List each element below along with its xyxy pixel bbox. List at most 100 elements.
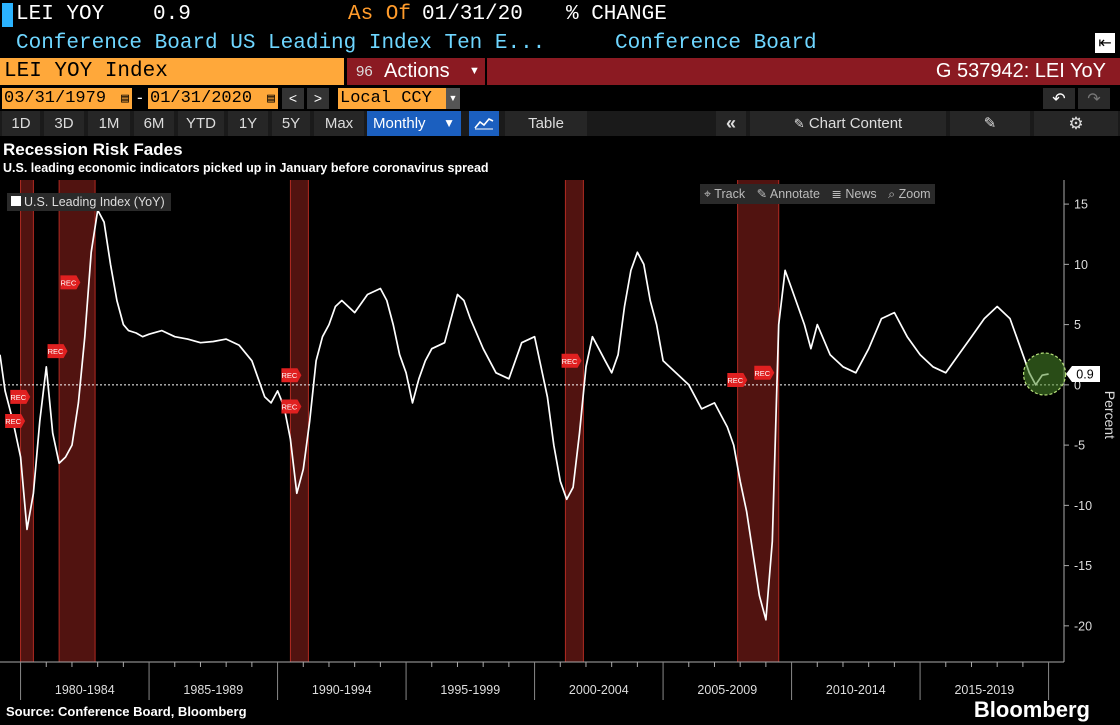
start-date-field[interactable]: 03/31/1979 ▤ <box>2 88 132 109</box>
edit-icon: ✎ <box>983 115 997 132</box>
rec-markers: REC REC REC REC REC REC REC REC REC <box>5 275 775 428</box>
zoom-button[interactable]: Zoom <box>898 187 931 201</box>
legend-label: U.S. Leading Index (YoY) <box>24 195 165 209</box>
rec-marker-label: REC <box>5 417 21 426</box>
y-tick-label: -5 <box>1074 439 1085 453</box>
news-icon: ≣ <box>831 187 842 201</box>
chart-toolbar: 1D 3D 1M 6M YTD 1Y 5Y Max Monthly ▼ Tabl… <box>0 111 1120 136</box>
chart-subtitle: U.S. leading economic indicators picked … <box>3 161 489 175</box>
description-row: Conference Board US Leading Index Ten E.… <box>0 30 1120 58</box>
y-tick-label: -15 <box>1074 559 1092 573</box>
chart-title: Recession Risk Fades <box>3 140 183 159</box>
rec-marker <box>281 399 302 414</box>
edit-button[interactable]: ✎ <box>950 111 1030 136</box>
actions-icon: 96 <box>356 63 373 80</box>
line-chart-icon <box>474 118 494 130</box>
x-tick-label: 2010-2014 <box>826 683 886 697</box>
period-1d[interactable]: 1D <box>2 111 40 136</box>
calendar-icon[interactable]: ▤ <box>267 91 275 106</box>
actions-button[interactable]: 96 Actions ▼ <box>347 58 485 85</box>
x-tick-label: 1990-1994 <box>312 683 372 697</box>
rec-marker-label: REC <box>281 403 297 412</box>
rec-marker <box>281 368 302 383</box>
frequency-select[interactable]: Monthly ▼ <box>367 111 461 136</box>
change-label: % CHANGE <box>566 3 667 26</box>
date-range-row: 03/31/1979 ▤ - 01/31/2020 ▤ < > Local CC… <box>0 87 1120 111</box>
period-1m[interactable]: 1M <box>88 111 130 136</box>
x-tick-label: 1995-1999 <box>440 683 500 697</box>
table-button[interactable]: Table <box>505 111 587 136</box>
rec-marker <box>5 414 26 428</box>
command-row: LEI YOY Index 96 Actions ▼ G 537942: LEI… <box>0 58 1120 87</box>
series-group <box>0 209 1049 621</box>
last-value-tag <box>1066 366 1100 383</box>
rec-marker <box>561 353 582 368</box>
period-3d[interactable]: 3D <box>44 111 84 136</box>
annotate-icon: ✎ <box>756 187 768 201</box>
rec-marker-label: REC <box>562 357 578 366</box>
next-period-button[interactable]: > <box>307 88 329 109</box>
last-value: 0.9 <box>153 3 191 26</box>
period-max[interactable]: Max <box>314 111 364 136</box>
last-value-label: 0.9 <box>1076 368 1093 382</box>
period-6m[interactable]: 6M <box>134 111 174 136</box>
caret-down-icon: ▼ <box>443 116 455 130</box>
undo-icon: ↶ <box>1052 89 1066 108</box>
period-1y[interactable]: 1Y <box>228 111 268 136</box>
y-tick-label: 10 <box>1074 258 1088 272</box>
search-icon: ⌕ <box>888 187 896 201</box>
y-tick-label: -10 <box>1074 499 1092 513</box>
chart-id-bar: G 537942: LEI YoY <box>487 58 1120 85</box>
recession-band <box>565 180 584 662</box>
rec-marker-label: REC <box>48 347 64 356</box>
gear-icon: ⚙ <box>1068 114 1084 133</box>
news-button[interactable]: News <box>845 187 877 201</box>
rec-marker <box>10 389 31 404</box>
x-tick-label: 2000-2004 <box>569 683 629 697</box>
rec-marker-label: REC <box>281 371 297 380</box>
rec-marker <box>60 275 81 290</box>
undo-button[interactable]: ↶ <box>1043 88 1075 109</box>
line-chart-button[interactable] <box>469 111 499 136</box>
y-tick-label: 0 <box>1074 378 1081 392</box>
line-chart[interactable]: 15 10 5 0 -5 -10 -15 -20 Percent 1980-1984 1985-19… <box>0 180 1120 700</box>
x-tick-label: 2015-2019 <box>954 683 1014 697</box>
chart-id: G 537942: LEI YoY <box>935 60 1106 82</box>
currency-select[interactable]: Local CCY <box>338 88 446 109</box>
recession-band <box>59 180 96 662</box>
end-date-field[interactable]: 01/31/2020 ▤ <box>148 88 278 109</box>
recession-band <box>20 180 34 662</box>
x-tick-label: 1985-1989 <box>183 683 243 697</box>
track-button[interactable]: Track <box>714 187 746 201</box>
chevron-left-icon: < <box>288 90 298 106</box>
chart-area[interactable]: 15 10 5 0 -5 -10 -15 -20 Percent 1980-1984 1985-19… <box>0 180 1120 700</box>
period-5y[interactable]: 5Y <box>272 111 310 136</box>
frequency-label: Monthly <box>373 115 426 132</box>
currency-dropdown[interactable]: ▼ <box>446 88 460 109</box>
recession-band <box>290 180 309 662</box>
legend[interactable]: U.S. Leading Index (YoY) <box>7 193 171 211</box>
settings-button[interactable]: ⚙ <box>1034 111 1118 136</box>
end-date: 01/31/2020 <box>150 89 253 108</box>
chart-content-label: Chart Content <box>808 115 903 132</box>
caret-down-icon: ▼ <box>448 93 458 103</box>
last-value-group: 0.9 <box>1022 352 1100 396</box>
redo-button[interactable]: ↷ <box>1078 88 1110 109</box>
actions-label: Actions <box>384 60 450 82</box>
caret-down-icon: ▼ <box>469 65 480 77</box>
crosshair-icon: ⌖ <box>704 187 712 201</box>
chart-content-button[interactable]: ✎ Chart Content <box>750 111 946 136</box>
export-icon[interactable]: ⇤ <box>1095 33 1115 53</box>
legend-swatch <box>11 196 21 206</box>
as-of-date: 01/31/20 <box>422 3 523 26</box>
period-ytd[interactable]: YTD <box>178 111 224 136</box>
rec-marker <box>754 365 775 380</box>
prev-period-button[interactable]: < <box>282 88 304 109</box>
rec-marker-label: REC <box>727 376 743 385</box>
rec-marker <box>47 344 68 359</box>
calendar-icon[interactable]: ▤ <box>121 91 129 106</box>
security-field[interactable]: LEI YOY Index <box>0 58 344 85</box>
annotate-button[interactable]: Annotate <box>769 187 820 201</box>
double-chevron-left-icon: « <box>725 113 736 133</box>
collapse-button[interactable]: « <box>716 111 746 136</box>
